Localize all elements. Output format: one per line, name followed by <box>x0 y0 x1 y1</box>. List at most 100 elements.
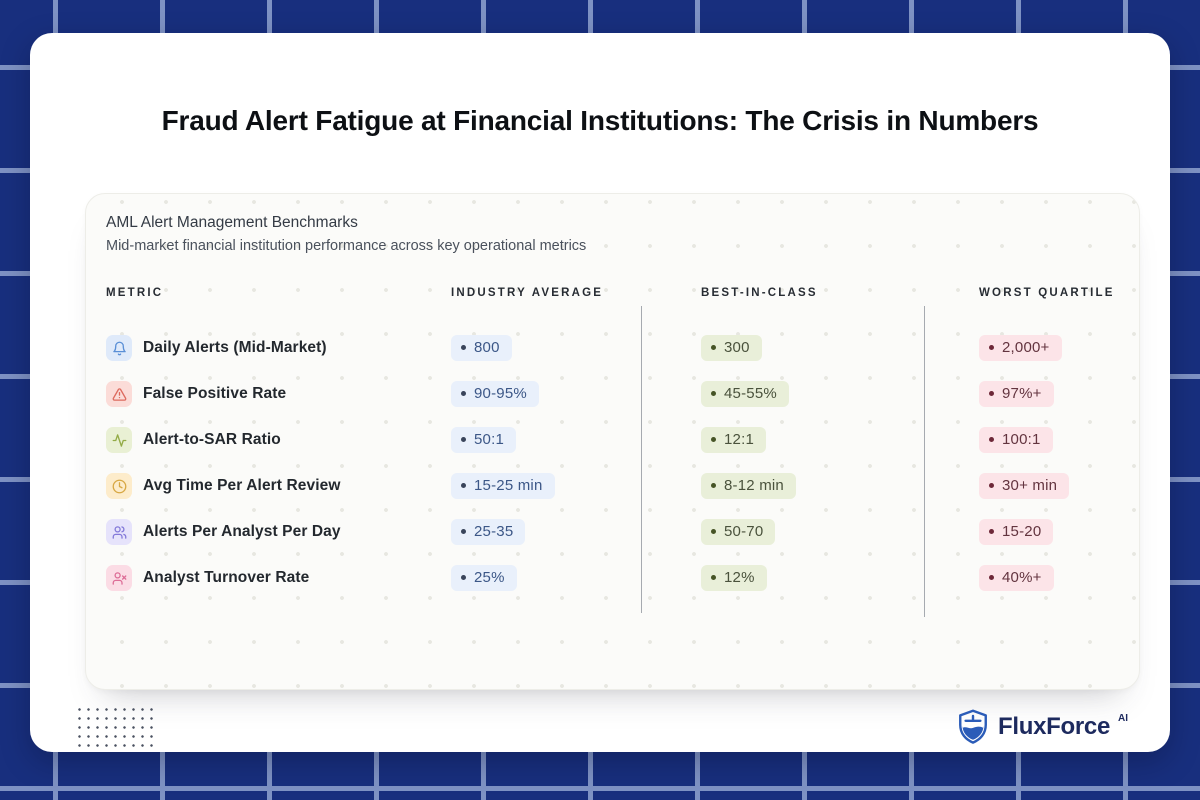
activity-icon <box>106 427 132 453</box>
industry-average-value: 800 <box>451 335 512 361</box>
table-body: Daily Alerts (Mid-Market) 800 300 2,000+ Fal… <box>86 325 1139 601</box>
table-column-headers: METRIC INDUSTRY AVERAGE BEST-IN-CLASS WO… <box>86 287 1139 299</box>
table-row: Analyst Turnover Rate 25% 12% 40%+ <box>86 555 1139 601</box>
brand-name: FluxForce <box>998 713 1110 740</box>
industry-average-value-cell: 800 <box>451 335 641 361</box>
value-text: 50-70 <box>724 523 764 540</box>
worst-quartile-value: 2,000+ <box>979 335 1062 361</box>
bullet-dot <box>461 437 466 442</box>
industry-average-value: 50:1 <box>451 427 516 453</box>
table-row: Alerts Per Analyst Per Day 25-35 50-70 15-2… <box>86 509 1139 555</box>
bullet-dot <box>989 437 994 442</box>
bullet-dot <box>461 529 466 534</box>
industry-average-value-cell: 25% <box>451 565 641 591</box>
metric-label: Alerts Per Analyst Per Day <box>143 523 341 540</box>
bullet-dot <box>989 575 994 580</box>
metric-cell: Alerts Per Analyst Per Day <box>106 519 451 545</box>
users-icon <box>106 519 132 545</box>
page-title: Fraud Alert Fatigue at Financial Institu… <box>161 105 1039 136</box>
value-text: 50:1 <box>474 431 504 448</box>
table-row: Daily Alerts (Mid-Market) 800 300 2,000+ <box>86 325 1139 371</box>
best-in-class-value: 50-70 <box>701 519 776 545</box>
shield-icon <box>956 708 990 746</box>
bullet-dot <box>461 345 466 350</box>
best-in-class-value-cell: 45-55% <box>641 381 924 407</box>
value-text: 25-35 <box>474 523 514 540</box>
brand-suffix: AI <box>1118 713 1128 724</box>
worst-quartile-value-cell: 30+ min <box>924 473 1139 499</box>
column-divider <box>924 306 925 617</box>
bell-icon <box>106 335 132 361</box>
value-text: 15-20 <box>1002 523 1042 540</box>
value-text: 30+ min <box>1002 477 1058 494</box>
value-text: 800 <box>474 339 500 356</box>
industry-average-value: 15-25 min <box>451 473 555 499</box>
metric-label: False Positive Rate <box>143 385 287 402</box>
bullet-dot <box>711 437 716 442</box>
bullet-dot <box>711 391 716 396</box>
metric-cell: Analyst Turnover Rate <box>106 565 451 591</box>
industry-average-value: 25-35 <box>451 519 526 545</box>
best-in-class-value: 8-12 min <box>701 473 796 499</box>
industry-average-value: 90-95% <box>451 381 539 407</box>
value-text: 45-55% <box>724 385 777 402</box>
best-in-class-value: 12:1 <box>701 427 766 453</box>
worst-quartile-value-cell: 100:1 <box>924 427 1139 453</box>
industry-average-value-cell: 25-35 <box>451 519 641 545</box>
worst-quartile-value-cell: 2,000+ <box>924 335 1139 361</box>
bullet-dot <box>989 391 994 396</box>
best-in-class-value-cell: 50-70 <box>641 519 924 545</box>
best-in-class-value-cell: 8-12 min <box>641 473 924 499</box>
table-row: Avg Time Per Alert Review 15-25 min 8-12 m… <box>86 463 1139 509</box>
clock-icon <box>106 473 132 499</box>
table-row: False Positive Rate 90-95% 45-55% 97%+ <box>86 371 1139 417</box>
bullet-dot <box>461 483 466 488</box>
value-text: 15-25 min <box>474 477 543 494</box>
industry-average-value: 25% <box>451 565 517 591</box>
panel-title: AML Alert Management Benchmarks <box>106 214 358 231</box>
brand-logo: FluxForce AI <box>956 707 1128 747</box>
user-x-icon <box>106 565 132 591</box>
bullet-dot <box>711 529 716 534</box>
column-header-best-in-class: BEST-IN-CLASS <box>701 287 818 299</box>
dot-pattern-decoration <box>75 705 158 752</box>
column-divider <box>641 306 642 613</box>
value-text: 12% <box>724 569 755 586</box>
bullet-dot <box>711 345 716 350</box>
value-text: 12:1 <box>724 431 754 448</box>
bullet-dot <box>461 391 466 396</box>
metric-cell: False Positive Rate <box>106 381 451 407</box>
worst-quartile-value-cell: 40%+ <box>924 565 1139 591</box>
bullet-dot <box>989 483 994 488</box>
metric-cell: Daily Alerts (Mid-Market) <box>106 335 451 361</box>
best-in-class-value-cell: 12:1 <box>641 427 924 453</box>
industry-average-value-cell: 50:1 <box>451 427 641 453</box>
worst-quartile-value: 100:1 <box>979 427 1053 453</box>
bullet-dot <box>989 529 994 534</box>
best-in-class-value: 12% <box>701 565 767 591</box>
value-text: 100:1 <box>1002 431 1041 448</box>
column-header-worst-quartile: WORST QUARTILE <box>979 287 1115 299</box>
value-text: 40%+ <box>1002 569 1042 586</box>
metric-label: Daily Alerts (Mid-Market) <box>143 339 327 356</box>
industry-average-value-cell: 15-25 min <box>451 473 641 499</box>
metric-label: Avg Time Per Alert Review <box>143 477 341 494</box>
benchmarks-panel: AML Alert Management Benchmarks Mid-mark… <box>85 193 1140 690</box>
panel-header: AML Alert Management Benchmarks Mid-mark… <box>86 194 1139 258</box>
worst-quartile-value-cell: 97%+ <box>924 381 1139 407</box>
value-text: 8-12 min <box>724 477 784 494</box>
value-text: 90-95% <box>474 385 527 402</box>
worst-quartile-value: 40%+ <box>979 565 1054 591</box>
worst-quartile-value: 97%+ <box>979 381 1054 407</box>
panel-subtitle: Mid-market financial institution perform… <box>106 238 587 254</box>
metric-label: Analyst Turnover Rate <box>143 569 310 586</box>
bullet-dot <box>461 575 466 580</box>
bullet-dot <box>711 483 716 488</box>
industry-average-value-cell: 90-95% <box>451 381 641 407</box>
worst-quartile-value-cell: 15-20 <box>924 519 1139 545</box>
bullet-dot <box>989 345 994 350</box>
value-text: 97%+ <box>1002 385 1042 402</box>
value-text: 25% <box>474 569 505 586</box>
metric-label: Alert-to-SAR Ratio <box>143 431 281 448</box>
worst-quartile-value: 15-20 <box>979 519 1054 545</box>
